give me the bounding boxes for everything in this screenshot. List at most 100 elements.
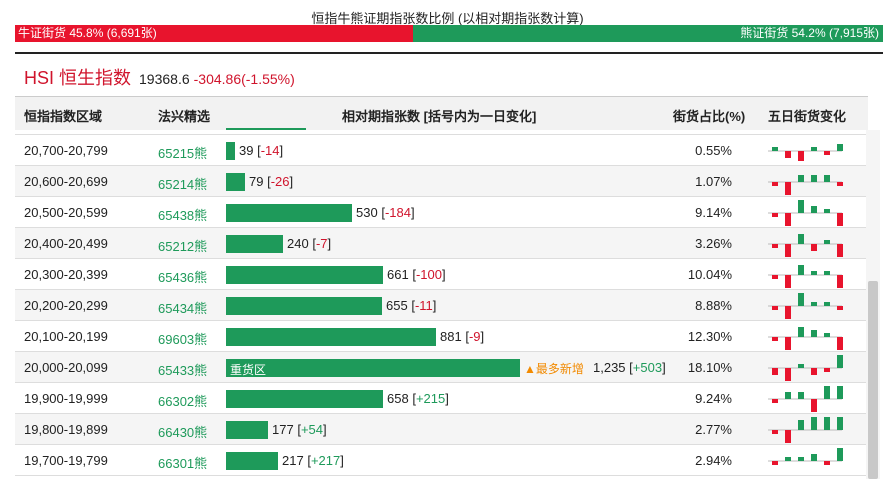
table-row[interactable]: 20,600-20,699 65214熊 79 [-26] 1.07% [15,166,868,197]
spark-bar [824,461,830,465]
certificate-code-link[interactable]: 65214熊 [158,177,208,192]
daily-change-value: -7 [315,236,328,251]
certificate-code-link[interactable]: 65434熊 [158,301,208,316]
five-day-change-sparkbars [768,265,843,288]
spark-bar [785,244,791,257]
column-header-five-day[interactable]: 五日街货变化 [768,109,847,124]
spark-bar [785,182,791,195]
spark-bar [785,213,791,226]
outstanding-pct-cell: 9.14% [695,205,732,220]
column-header-pick[interactable]: 法兴精选 [158,109,211,124]
five-day-change-sparkbars [768,200,843,226]
spark-bar [811,147,817,151]
spark-bar [837,182,843,186]
table-row[interactable]: 19,800-19,899 66430熊 177 [+54] 2.77% [15,414,868,445]
outstanding-pct-cell: 8.88% [695,298,732,313]
column-header-count[interactable]: 相对期指张数 [括号内为一日变化] [342,109,537,124]
spark-bar [772,244,778,248]
table-row[interactable]: 20,200-20,299 65434熊 655 [-11] 8.88% [15,290,868,321]
count-bar [226,142,235,160]
count-bar [226,266,383,284]
outstanding-pct-cell: 0.55% [695,143,732,158]
certificate-code-link[interactable]: 66301熊 [158,456,208,471]
table-row[interactable]: 20,000-20,099 65433熊 重货区 ▲最多新增 1,235 [+503] 1… [15,352,868,383]
most-added-badge: ▲最多新增 [524,362,584,376]
table-row[interactable]: 20,400-20,499 65212熊 240 [-7] 3.26% [15,228,868,259]
table-row[interactable]: 20,100-20,199 69603熊 881 [-9] 12.30% [15,321,868,352]
range-cell: 20,500-20,599 [24,205,108,220]
spark-bar [811,368,817,375]
spark-bar [772,430,778,434]
spark-bar [837,144,843,151]
certificate-code-link[interactable]: 65438熊 [158,208,208,223]
certificate-code-link[interactable]: 65433熊 [158,363,208,378]
bull-ratio-segment: 牛证街货 45.8% (6,691张) [15,25,413,42]
outstanding-pct-cell: 2.77% [695,422,732,437]
range-cell: 20,700-20,799 [24,143,108,158]
certificate-code-link[interactable]: 65215熊 [158,146,208,161]
count-value: 39 [239,143,254,158]
daily-change-value: +503 [632,360,663,375]
index-name[interactable]: HSI 恒生指数 [24,68,132,88]
spark-bar [824,368,830,372]
table-row[interactable]: 20,500-20,599 65438熊 530 [-184] 9.14% [15,197,868,228]
outstanding-pct-cell: 1.07% [695,174,732,189]
certificate-code-link[interactable]: 66430熊 [158,425,208,440]
spark-bar [837,306,843,310]
table-row[interactable]: 19,900-19,999 66302熊 658 [+215] 9.24% [15,383,868,414]
spark-bar [824,333,830,337]
spark-bar [824,175,830,182]
daily-change-value: -14 [260,143,280,158]
count-value: 79 [249,174,264,189]
table-row-partial [15,104,868,135]
five-day-change-sparkbars [768,327,843,350]
count-value: 658 [387,391,409,406]
spark-bar [798,293,804,306]
range-cell: 20,300-20,399 [24,267,108,282]
five-day-change-sparkbars [768,355,843,381]
count-text: 240 [-7] [287,236,332,251]
spark-bar [837,386,843,399]
spark-bar [837,448,843,461]
spark-bar [798,327,804,337]
certificate-code-link[interactable]: 65436熊 [158,270,208,285]
table-row[interactable]: 19,700-19,799 66301熊 217 [+217] 2.94% [15,445,868,476]
range-cell: 20,600-20,699 [24,174,108,189]
certificate-code-link[interactable]: 69603熊 [158,332,208,347]
count-bar [226,235,283,253]
index-summary: HSI 恒生指数 19368.6 -304.86(-1.55%) [24,64,295,90]
table-row[interactable]: 20,300-20,399 65436熊 661 [-100] 10.04% [15,259,868,290]
five-day-change-sparkbars [768,448,843,465]
spark-bar [811,244,817,251]
spark-bar [824,151,830,155]
spark-bar [811,302,817,306]
column-header-range[interactable]: 恒指指数区域 [24,109,103,124]
certificate-code-link[interactable]: 65212熊 [158,239,208,254]
scrollbar-thumb[interactable] [868,281,878,479]
count-value: 661 [387,267,409,282]
outstanding-pct-cell: 3.26% [695,236,732,251]
table-row[interactable]: 20,700-20,799 65215熊 39 [-14] 0.55% [15,135,868,166]
heavy-zone-label: 重货区 [230,363,267,377]
spark-bar [785,306,791,319]
certificate-code-link[interactable]: 66302熊 [158,394,208,409]
count-text: 658 [+215] [387,391,449,406]
spark-bar [785,337,791,350]
daily-change-value: +215 [415,391,446,406]
spark-bar [798,364,804,368]
column-header-pct[interactable]: 街货占比(%) [673,109,746,124]
count-bar [226,128,306,130]
spark-bar [798,420,804,430]
spark-bar [772,399,778,403]
spark-bar [837,337,843,350]
count-text: 655 [-11] [386,298,437,313]
count-text: 39 [-14] [239,143,284,158]
index-change: -304.86(-1.55%) [193,71,295,87]
bear-certificate-table: 恒指指数区域 法兴精选 相对期指张数 [括号内为一日变化] 街货占比(%) 五日… [15,96,868,479]
count-bar [226,328,436,346]
spark-bar [772,147,778,151]
range-cell: 20,200-20,299 [24,298,108,313]
daily-change-value: -184 [384,205,411,220]
range-cell: 19,700-19,799 [24,453,108,468]
spark-bar [811,417,817,430]
